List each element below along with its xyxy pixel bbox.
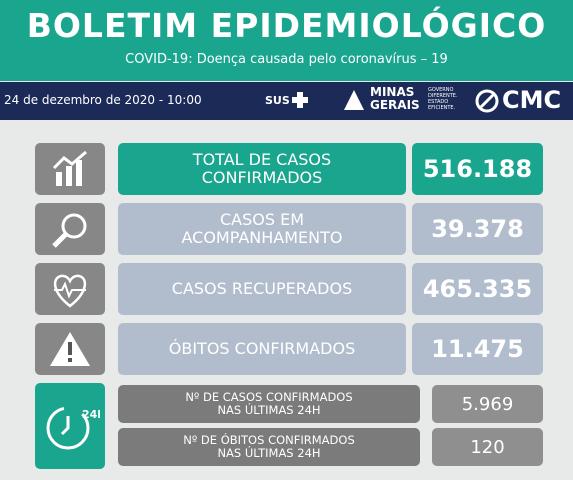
slogan: GOVERNO DIFERENTE. ESTADO EFICIENTE. (428, 87, 458, 111)
icon-box (35, 203, 105, 255)
value-box: 516.188 (412, 143, 543, 195)
title: BOLETIM EPIDEMIOLÓGICO (26, 6, 547, 45)
icon (52, 150, 87, 186)
value-box: 11.475 (412, 323, 543, 375)
label-box: TOTAL DE CASOS CONFIRMADOS (118, 143, 406, 195)
label-box: CASOS EM ACOMPANHAMENTO (118, 203, 406, 255)
city-logo-icon (475, 89, 499, 113)
icon (50, 332, 90, 366)
label-line: ÓBITOS CONFIRMADOS (168, 338, 356, 358)
icon-box (35, 143, 105, 195)
label-line: TOTAL DE CASOS (192, 149, 332, 169)
label-line: NAS ÚLTIMAS 24H (217, 403, 321, 417)
date: 24 de dezembro de 2020 - 10:00 (4, 93, 202, 107)
header-band (0, 0, 573, 81)
label-line: CASOS RECUPERADOS (171, 278, 353, 298)
sus-logo: SUS (265, 94, 290, 107)
label-line: ACOMPANHAMENTO (181, 228, 343, 247)
label-box: CASOS RECUPERADOS (118, 263, 406, 315)
state-logo-icon (344, 90, 364, 110)
clock-label: 24h (82, 408, 100, 421)
icon-box (35, 263, 105, 315)
city-logo: CMC (502, 86, 562, 114)
icon (52, 213, 87, 248)
label-box: ÓBITOS CONFIRMADOS (118, 323, 406, 375)
label-line: NAS ÚLTIMAS 24H (217, 446, 321, 460)
icon-box (35, 323, 105, 375)
state-logo: MINAS GERAIS (370, 85, 420, 112)
label-line: CASOS EM (219, 209, 305, 229)
label-line: CONFIRMADOS (201, 168, 323, 187)
value-box: 465.335 (412, 263, 543, 315)
subtitle: COVID-19: Doença causada pelo coronavíru… (125, 52, 448, 67)
value-box: 5.969 (432, 385, 543, 423)
label-box: Nº DE CASOS CONFIRMADOS NAS ÚLTIMAS 24H (118, 385, 420, 423)
value-box: 120 (432, 428, 543, 466)
icon-box: 24h (35, 383, 105, 469)
icon (53, 274, 87, 308)
label-line: Nº DE CASOS CONFIRMADOS (185, 389, 353, 404)
sus-cross (292, 92, 308, 108)
value-box: 39.378 (412, 203, 543, 255)
label-line: Nº DE ÓBITOS CONFIRMADOS (183, 432, 355, 447)
clock-icon: 24h (46, 406, 100, 450)
label-box: Nº DE ÓBITOS CONFIRMADOS NAS ÚLTIMAS 24H (118, 428, 420, 466)
